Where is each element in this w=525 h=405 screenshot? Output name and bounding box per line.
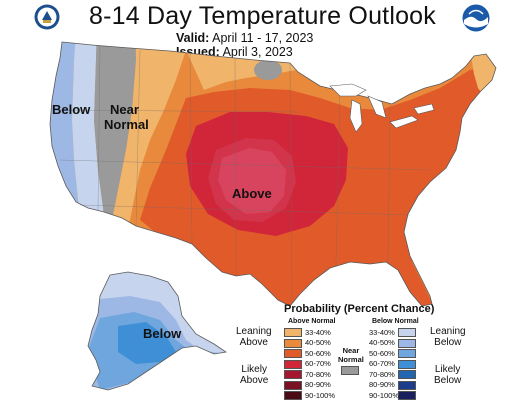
legend-near-normal-swatch — [341, 366, 359, 375]
legend-below-swatch-4 — [398, 370, 416, 379]
valid-value: April 11 - 17, 2023 — [212, 31, 314, 45]
legend-likely-above: Likely Above — [240, 364, 269, 386]
legend-above-label-1: 40-50% — [305, 338, 331, 347]
legend-above-swatch-5 — [284, 380, 302, 390]
legend-below-swatch-0 — [398, 328, 416, 337]
legend-above-label-4: 70-80% — [305, 369, 331, 379]
map-label-above: Above — [232, 186, 272, 201]
legend-below-swatch-2 — [398, 349, 416, 358]
legend-above-swatch-3 — [284, 359, 302, 369]
legend-below-swatch-6 — [398, 391, 416, 400]
legend-below-label-4: 70-80% — [369, 369, 395, 379]
legend-leaning-above: Leaning Above — [236, 326, 272, 348]
legend-near-normal-label: Near Normal — [338, 346, 364, 364]
legend-below-label-3: 60-70% — [369, 359, 395, 368]
legend-leaning-below: Leaning Below — [430, 326, 466, 348]
legend-title: Probability (Percent Chance) — [284, 303, 435, 315]
legend-above-label-2: 50-60% — [305, 348, 331, 358]
legend-below-label-1: 40-50% — [369, 338, 395, 347]
legend-above-label-5: 80-90% — [305, 380, 331, 389]
map-label-below: Below — [52, 102, 91, 117]
page-title: 8-14 Day Temperature Outlook — [89, 2, 436, 30]
outlook-dates: Valid: April 11 - 17, 2023 Issued: April… — [176, 31, 314, 59]
legend-above-label-6: 90-100% — [305, 390, 336, 400]
legend-below-label-2: 50-60% — [369, 348, 395, 358]
legend-above-swatch-6 — [284, 391, 302, 400]
legend-below-swatch-3 — [398, 359, 416, 369]
legend-below-swatch-1 — [398, 338, 416, 348]
valid-label: Valid: — [176, 31, 210, 45]
legend-likely-below: Likely Below — [434, 364, 462, 386]
map-label-alaska-below: Below — [143, 326, 182, 341]
commerce-seal-icon — [34, 4, 60, 30]
legend-below-label-0: 33-40% — [369, 327, 395, 337]
legend-above-swatch-0 — [284, 328, 302, 337]
map-label-near-1: Near — [110, 102, 139, 117]
legend-above-label-3: 60-70% — [305, 359, 331, 368]
noaa-logo-icon — [462, 4, 490, 32]
legend-below-label-6: 90-100% — [369, 390, 400, 400]
legend-below-header: Below Normal — [372, 318, 419, 325]
legend-above-swatch-2 — [284, 349, 302, 358]
map-label-near-2: Normal — [104, 117, 149, 132]
legend-below-label-5: 80-90% — [369, 380, 395, 389]
legend-above-label-0: 33-40% — [305, 327, 331, 337]
legend-above-swatch-4 — [284, 370, 302, 379]
legend-above-swatch-1 — [284, 338, 302, 348]
legend-above-header: Above Normal — [288, 318, 336, 325]
legend-below-swatch-5 — [398, 380, 416, 390]
issued-value: April 3, 2023 — [222, 44, 293, 59]
